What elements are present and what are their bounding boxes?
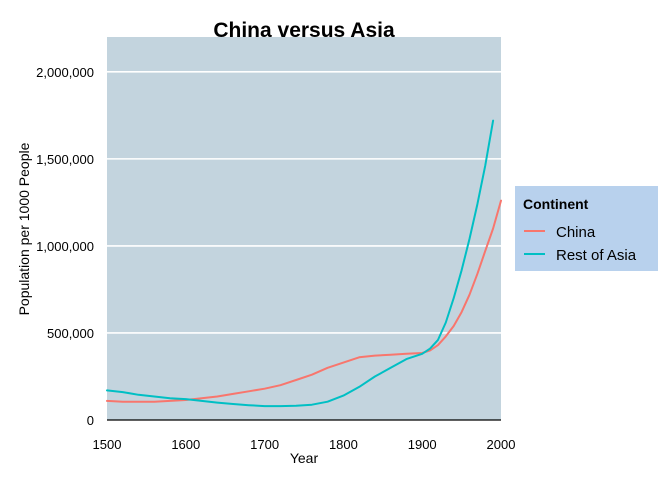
series-lines bbox=[106, 119, 502, 408]
legend-label-0: China bbox=[556, 224, 596, 241]
plot-panel bbox=[107, 37, 501, 420]
x-tick-label-2: 1700 bbox=[250, 437, 279, 452]
legend-title: Continent bbox=[523, 196, 589, 212]
y-tick-label-1: 500,000 bbox=[47, 326, 94, 341]
y-tick-label-2: 1,000,000 bbox=[36, 239, 94, 254]
x-tick-label-1: 1600 bbox=[171, 437, 200, 452]
gridlines bbox=[107, 71, 501, 334]
x-tick-label-4: 1900 bbox=[408, 437, 437, 452]
y-axis-title: Population per 1000 People bbox=[16, 142, 32, 315]
tick-labels: 1500 1600 1700 1800 1900 2000 0 500,000 1,000,00… bbox=[36, 65, 515, 452]
chart-title: China versus Asia bbox=[213, 19, 395, 42]
x-axis-title: Year bbox=[290, 450, 319, 466]
legend-items: China Rest of Asia bbox=[524, 224, 637, 264]
y-tick-label-0: 0 bbox=[87, 413, 94, 428]
legend-label-1: Rest of Asia bbox=[556, 247, 637, 264]
y-tick-label-3: 1,500,000 bbox=[36, 152, 94, 167]
x-tick-label-3: 1800 bbox=[329, 437, 358, 452]
y-tick-label-4: 2,000,000 bbox=[36, 65, 94, 80]
series-line-1 bbox=[106, 119, 495, 408]
x-tick-label-5: 2000 bbox=[487, 437, 516, 452]
legend: Continent China Rest of Asia bbox=[515, 186, 658, 271]
legend-background bbox=[515, 186, 658, 271]
x-tick-label-0: 1500 bbox=[93, 437, 122, 452]
